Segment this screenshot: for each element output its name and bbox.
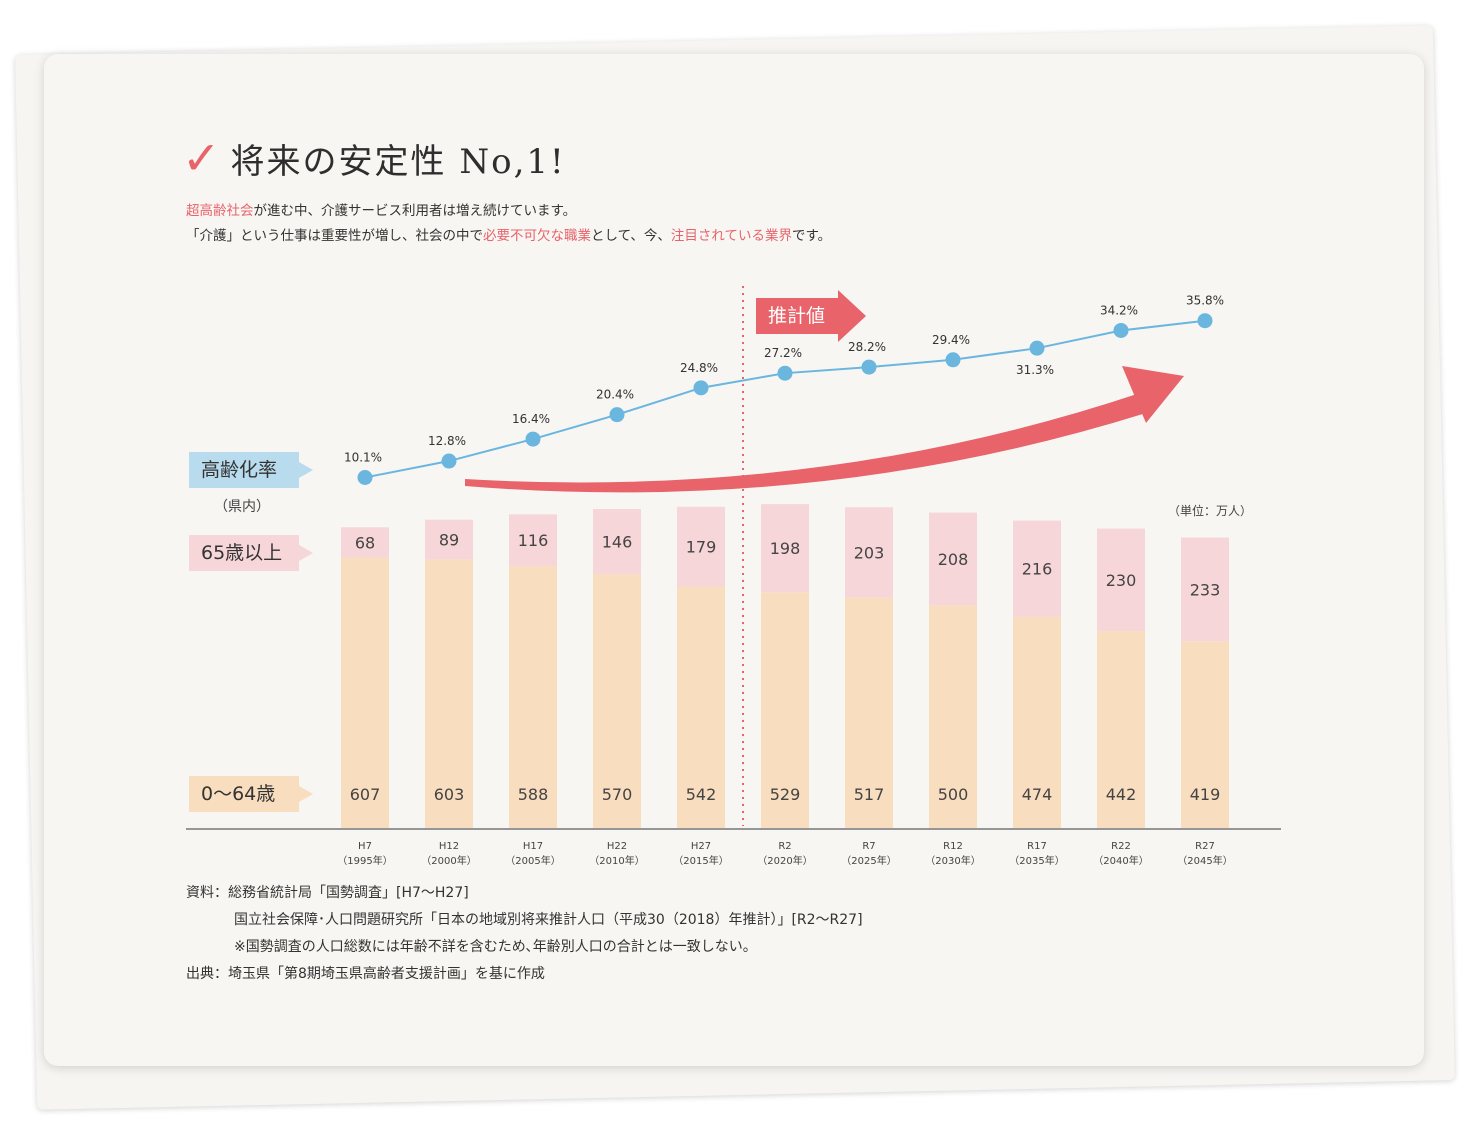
unit-label: （単位：万人） (1168, 504, 1253, 518)
rate-tag-note: （県内） (214, 499, 270, 515)
intro-line-2: 「介護」という仕事は重要性が増し、社会の中で必要不可欠な職業として、今、注目され… (186, 224, 831, 249)
source-notes: 資料：総務省統計局「国勢調査」[H7〜H27] 国立社会保障･人口問題研究所「日… (186, 880, 863, 988)
section-heading: ✓ 将来の安定性 No,1! (182, 128, 566, 188)
rate-tag: 高齢化率 (189, 452, 313, 488)
intro-highlight-2: 必要不可欠な職業 (483, 228, 591, 244)
source-line-3: ※国勢調査の人口総数には年齢不詳を含むため､年齢別人口の合計とは一致しない。 (234, 939, 757, 955)
intro-highlight-3: 注目されている業界 (670, 228, 793, 244)
intro-text-2b: として、今、 (591, 228, 671, 244)
source-line-4: 出典：埼玉県「第8期埼玉県高齢者支援計画」を基に作成 (186, 966, 545, 982)
source-line-2: 国立社会保障･人口問題研究所「日本の地域別将来推計人口（平成30（2018）年推… (234, 912, 863, 928)
young-age-tag: 0〜64歳 (189, 776, 313, 812)
intro-highlight-1: 超高齢社会 (186, 203, 254, 219)
intro-text-2c: です。 (792, 228, 832, 244)
intro-text: 超高齢社会が進む中、介護サービス利用者は増え続けています。 「介護」という仕事は… (186, 199, 831, 249)
intro-text-2a: 「介護」という仕事は重要性が増し、社会の中で (186, 228, 483, 244)
section-title: 将来の安定性 No,1! (230, 141, 566, 182)
intro-line-1: 超高齢社会が進む中、介護サービス利用者は増え続けています。 (186, 199, 831, 224)
old-age-tag: 65歳以上 (189, 535, 313, 571)
intro-text-1: が進む中、介護サービス利用者は増え続けています。 (253, 203, 577, 219)
source-line-1: 資料：総務省統計局「国勢調査」[H7〜H27] (186, 885, 469, 901)
check-icon: ✓ (182, 131, 221, 185)
